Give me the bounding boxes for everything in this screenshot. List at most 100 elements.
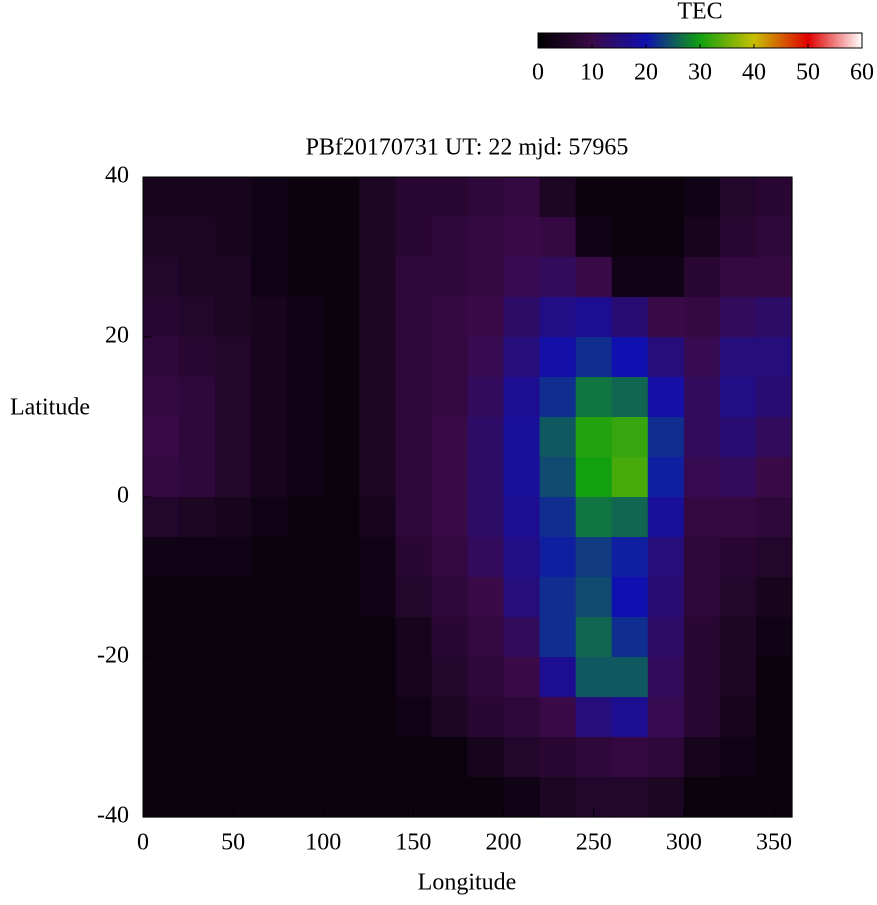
x-tick-label: 100	[305, 830, 341, 856]
heatmap-cell	[359, 497, 396, 538]
heatmap-cell	[503, 457, 541, 498]
heatmap-cell	[539, 337, 577, 378]
heatmap-cell	[431, 617, 469, 658]
heatmap-cell	[395, 697, 433, 738]
heatmap-cell	[719, 697, 757, 738]
heatmap-cell	[755, 457, 793, 498]
heatmap-cell	[395, 337, 433, 378]
heatmap-cell	[431, 737, 469, 778]
heatmap-cell	[755, 697, 793, 738]
heatmap-cell	[143, 297, 180, 338]
heatmap-cell	[611, 417, 649, 458]
heatmap-cell	[287, 297, 324, 338]
heatmap-cell	[287, 697, 324, 738]
heatmap-cell	[683, 257, 721, 298]
heatmap-cell	[647, 577, 685, 618]
heatmap-cell	[395, 497, 433, 538]
heatmap-cell	[755, 177, 793, 218]
x-tick-label: 300	[666, 830, 702, 856]
heatmap-cell	[359, 297, 396, 338]
heatmap-cell	[503, 777, 541, 818]
heatmap-cell	[683, 537, 721, 578]
heatmap-cell	[215, 257, 252, 298]
heatmap-cell	[431, 457, 469, 498]
heatmap-cell	[251, 377, 288, 418]
heatmap-cell	[611, 697, 649, 738]
heatmap-cell	[719, 737, 757, 778]
heatmap-cell	[287, 417, 324, 458]
chart-title: PBf20170731 UT: 22 mjd: 57965	[306, 135, 629, 161]
heatmap-cell	[323, 377, 360, 418]
heatmap-cell	[179, 657, 216, 698]
heatmap-cell	[395, 177, 433, 218]
heatmap-cell	[287, 577, 324, 618]
heatmap-cell	[143, 377, 180, 418]
heatmap-cell	[431, 177, 469, 218]
heatmap-cell	[143, 177, 180, 218]
heatmap-cell	[467, 737, 505, 778]
heatmap-cell	[575, 377, 613, 418]
heatmap-cell	[359, 657, 396, 698]
heatmap-cell	[503, 257, 541, 298]
heatmap-cell	[323, 217, 360, 258]
colorbar-tick-label: 40	[742, 60, 766, 86]
heatmap-cell	[467, 617, 505, 658]
heatmap-cell	[431, 297, 469, 338]
heatmap-cell	[323, 577, 360, 618]
heatmap-cell	[647, 217, 685, 258]
heatmap-cell	[431, 377, 469, 418]
x-tick-label: 0	[137, 830, 149, 856]
heatmap-cell	[179, 377, 216, 418]
y-tick-label: 20	[105, 323, 129, 349]
heatmap-cell	[143, 457, 180, 498]
heatmap-cell	[467, 217, 505, 258]
heatmap-cell	[287, 617, 324, 658]
heatmap-cell	[575, 617, 613, 658]
heatmap-cell	[359, 537, 396, 578]
heatmap-cell	[359, 337, 396, 378]
heatmap-cell	[251, 177, 288, 218]
heatmap-cell	[287, 177, 324, 218]
heatmap-cell	[755, 657, 793, 698]
heatmap-cell	[143, 257, 180, 298]
heatmap-cell	[323, 337, 360, 378]
heatmap-cell	[395, 577, 433, 618]
heatmap-cell	[503, 577, 541, 618]
heatmap-cell	[755, 257, 793, 298]
heatmap-cell	[719, 617, 757, 658]
heatmap-cell	[215, 657, 252, 698]
heatmap-cell	[395, 217, 433, 258]
heatmap-cell	[215, 737, 252, 778]
heatmap-cell	[539, 657, 577, 698]
heatmap-cell	[575, 217, 613, 258]
heatmap-cell	[719, 337, 757, 378]
heatmap-cell	[143, 577, 180, 618]
heatmap-cell	[323, 777, 360, 818]
heatmap-cell	[215, 217, 252, 258]
heatmap-cell	[251, 777, 288, 818]
heatmap-cell	[323, 417, 360, 458]
heatmap-cell	[179, 417, 216, 458]
heatmap-cell	[611, 457, 649, 498]
heatmap-cell	[215, 537, 252, 578]
heatmap-cell	[395, 617, 433, 658]
heatmap-cell	[647, 297, 685, 338]
heatmap-cell	[647, 697, 685, 738]
colorbar-tick-label: 30	[688, 60, 712, 86]
heatmap-cell	[431, 577, 469, 618]
heatmap-cell	[323, 177, 360, 218]
heatmap-cell	[323, 657, 360, 698]
heatmap-cell	[359, 577, 396, 618]
heatmap-cell	[467, 257, 505, 298]
colorbar-title: TEC	[677, 0, 722, 25]
heatmap-cell	[179, 337, 216, 378]
heatmap-cell	[251, 297, 288, 338]
x-tick-label: 350	[756, 830, 792, 856]
heatmap-cell	[683, 417, 721, 458]
heatmap-cell	[503, 497, 541, 538]
heatmap-cell	[503, 737, 541, 778]
heatmap-cell	[179, 697, 216, 738]
heatmap-cell	[611, 177, 649, 218]
heatmap-cell	[755, 577, 793, 618]
heatmap-cell	[755, 337, 793, 378]
